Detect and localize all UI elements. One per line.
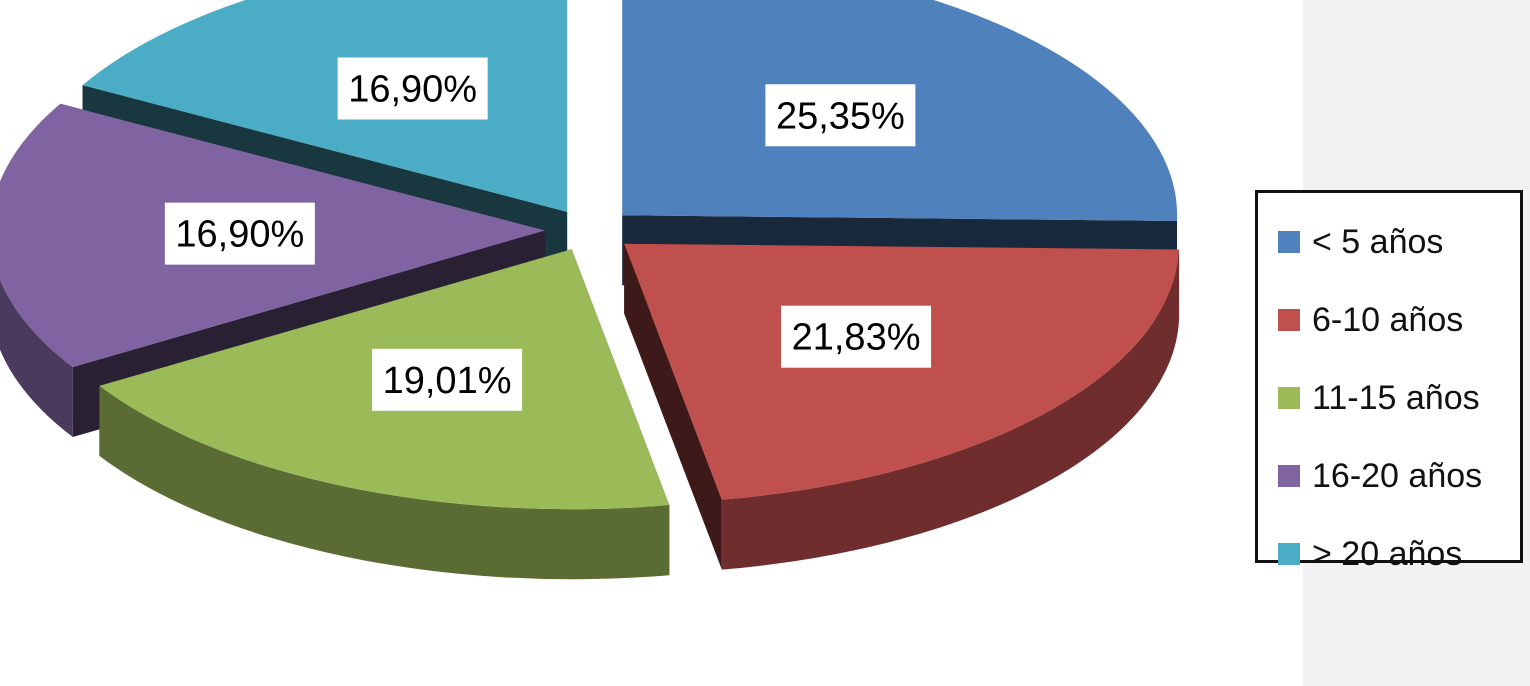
data-label-text-4: 16,90% xyxy=(348,69,477,111)
data-label-0: 25,35% xyxy=(765,84,916,147)
legend-label-3: 16-20 años xyxy=(1312,456,1483,495)
data-label-4: 16,90% xyxy=(337,57,488,120)
legend-item-3: 16-20 años xyxy=(1278,437,1520,515)
data-label-2: 19,01% xyxy=(372,348,523,411)
legend-swatch-4 xyxy=(1278,543,1300,565)
legend-label-2: 11-15 años xyxy=(1312,378,1480,417)
pie-slice-top-4 xyxy=(82,0,568,212)
legend-label-0: < 5 años xyxy=(1312,222,1444,261)
pie-slice-wall-3 xyxy=(0,279,73,438)
data-label-text-1: 21,83% xyxy=(792,317,921,359)
data-label-3: 16,90% xyxy=(164,202,315,265)
pie-slice-side-1-1 xyxy=(624,243,722,570)
data-label-box-4 xyxy=(337,57,488,120)
pie-slice-wall-1 xyxy=(721,249,1180,570)
legend-swatch-3 xyxy=(1278,465,1300,487)
legend-label-4: > 20 años xyxy=(1312,534,1463,573)
legend-label-1: 6-10 años xyxy=(1312,300,1464,339)
pie-slice-1 xyxy=(624,243,1180,570)
data-label-text-3: 16,90% xyxy=(175,214,304,256)
pie-slice-top-1 xyxy=(624,243,1180,500)
legend-swatch-0 xyxy=(1278,231,1300,253)
legend-swatch-2 xyxy=(1278,387,1300,409)
data-label-box-0 xyxy=(765,84,916,147)
pie-slice-wall-2 xyxy=(99,385,670,580)
data-label-text-0: 25,35% xyxy=(776,95,905,137)
legend-item-4: > 20 años xyxy=(1278,515,1520,593)
data-label-text-2: 19,01% xyxy=(383,360,512,402)
data-label-box-2 xyxy=(372,348,523,411)
data-label-box-3 xyxy=(164,202,315,265)
data-label-1: 21,83% xyxy=(781,305,932,368)
legend-item-2: 11-15 años xyxy=(1278,359,1520,437)
data-label-box-1 xyxy=(781,305,932,368)
legend: < 5 años 6-10 años 11-15 años 16-20 años > 2… xyxy=(1255,190,1523,573)
legend-swatch-1 xyxy=(1278,309,1300,331)
legend-item-1: 6-10 años xyxy=(1278,281,1520,359)
legend-item-0: < 5 años xyxy=(1278,203,1520,281)
